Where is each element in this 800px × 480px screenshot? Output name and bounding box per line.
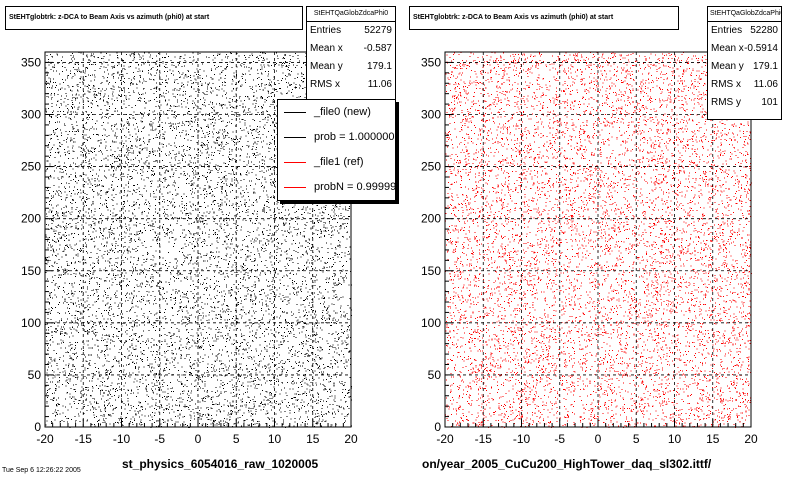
x-tick-label: 15 [706, 432, 720, 446]
x-tick-label: 0 [195, 432, 202, 446]
y-tick-label: 350 [421, 55, 441, 69]
right-stats-name: StEHTQaGlobZdcaPhi0 [708, 7, 781, 22]
y-tick-label: 350 [21, 55, 41, 69]
legend-line-swatch [284, 137, 306, 138]
right-stats-box: StEHTQaGlobZdcaPhi0 Entries 52280 Mean x-… [707, 6, 782, 120]
x-tick-label: -10 [113, 432, 131, 446]
legend-line-swatch [284, 187, 306, 188]
y-tick-label: 50 [28, 368, 42, 382]
left-stats-row: Mean x -0.587 [310, 43, 392, 54]
left-stats-box: StEHTQaGlobZdcaPhi0 Entries 52279 Mean x-… [306, 6, 396, 100]
x-tick-label: -10 [513, 432, 531, 446]
legend-label: probN = 0.999999 [314, 181, 396, 193]
y-tick-label: 150 [421, 264, 441, 278]
y-tick-label: 150 [21, 264, 41, 278]
legend-box: _file0 (new) prob = 1.000000 _file1 (ref… [277, 99, 396, 201]
x-tick-label: -20 [36, 432, 54, 446]
legend-entry: probN = 0.999999 [278, 175, 395, 200]
x-tick-label: -5 [554, 432, 565, 446]
x-tick-label: 0 [595, 432, 602, 446]
right-footer-label: on/year_2005_CuCu200_HighTower_daq_sl302… [422, 457, 712, 471]
scatter-points--file1-ref- [445, 52, 752, 428]
y-tick-label: 300 [421, 108, 441, 122]
right-stats-row: Entries 52280 [711, 25, 778, 36]
legend-line-swatch [284, 162, 306, 163]
x-tick-label: 20 [344, 432, 358, 446]
right-plot-title: StEHTglobtrk: z-DCA to Beam Axis vs azim… [409, 6, 679, 30]
legend-line-swatch [284, 112, 306, 113]
left-footer-label: st_physics_6054016_raw_1020005 [122, 457, 319, 471]
left-histogram-panel: -20 -15 -10 -5 0 5 10 15 20 0 50 100 150 200 250 300 350… [5, 6, 396, 471]
legend-label: _file1 (ref) [314, 156, 364, 168]
y-tick-label: 200 [21, 212, 41, 226]
legend-entry: _file1 (ref) [278, 150, 395, 175]
left-stats-row: Mean y 179.1 [310, 61, 392, 72]
x-tick-label: 15 [306, 432, 320, 446]
right-stats-row: RMS y 101 [711, 97, 778, 108]
left-plot-title: StEHTglobtrk: z-DCA to Beam Axis vs azim… [5, 6, 303, 30]
x-tick-label: 20 [744, 432, 758, 446]
right-stats-row: Mean x -0.5914 [711, 43, 778, 54]
y-tick-label: 300 [21, 108, 41, 122]
x-tick-label: 10 [268, 432, 282, 446]
x-tick-label: -20 [436, 432, 454, 446]
right-stats-row: RMS x 11.06 [711, 79, 778, 90]
y-tick-label: 200 [421, 212, 441, 226]
left-stats-name: StEHTQaGlobZdcaPhi0 [307, 7, 395, 22]
y-tick-label: 250 [421, 160, 441, 174]
x-tick-label: 10 [668, 432, 682, 446]
legend-label: _file0 (new) [314, 106, 371, 118]
timestamp-label: Tue Sep 6 12:26:22 2005 [2, 467, 81, 474]
x-tick-label: 5 [233, 432, 240, 446]
legend-label: prob = 1.000000 [314, 131, 395, 143]
x-tick-label: -5 [154, 432, 165, 446]
y-tick-label: 0 [434, 420, 441, 434]
legend-entry: prob = 1.000000 [278, 125, 395, 150]
x-tick-label: -15 [75, 432, 93, 446]
y-tick-label: 50 [428, 368, 442, 382]
y-tick-label: 100 [421, 316, 441, 330]
legend-entry: _file0 (new) [278, 100, 395, 125]
x-tick-label: 5 [633, 432, 640, 446]
x-tick-label: -15 [475, 432, 493, 446]
y-tick-label: 100 [21, 316, 41, 330]
y-tick-label: 0 [34, 420, 41, 434]
left-stats-row: Entries 52279 [310, 25, 392, 36]
left-stats-row: RMS x 11.06 [310, 79, 392, 90]
right-histogram-panel: -20 -15 -10 -5 0 5 10 15 20 0 50 100 150 200 250 300 350… [400, 0, 800, 480]
right-stats-row: Mean y 179.1 [711, 61, 778, 72]
y-tick-label: 250 [21, 160, 41, 174]
